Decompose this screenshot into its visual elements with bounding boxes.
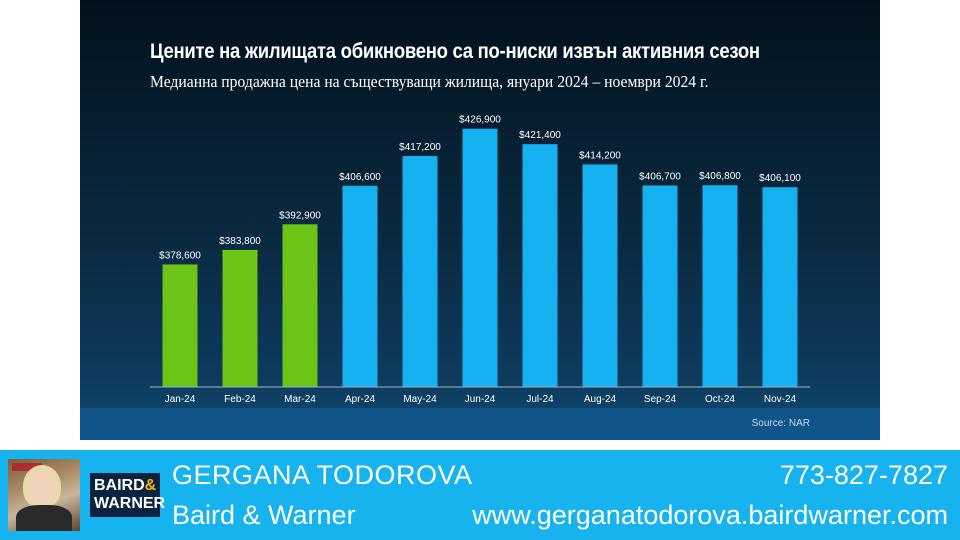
data-label-Sep-24: $406,700 <box>639 171 681 182</box>
baird-warner-logo: BAIRD& WARNER <box>90 473 165 517</box>
bar-Feb-24 <box>222 249 258 387</box>
agent-phone[interactable]: 773-827-7827 <box>779 460 948 490</box>
bar-Jan-24 <box>162 264 198 387</box>
chart-subtitle: Медианна продажна цена на съществуващи ж… <box>150 72 709 91</box>
photo-logo-mark <box>12 463 42 471</box>
agent-website-link[interactable]: www.gerganatodorova.bairdwarner.com <box>472 500 948 530</box>
bar-chart: $378,600 Jan-24 $383,800 Feb-24 $392,900 Mar-… <box>150 115 810 405</box>
x-tick-Oct-24: Oct-24 <box>705 394 735 405</box>
data-label-Jan-24: $378,600 <box>159 250 201 261</box>
x-tick-Nov-24: Nov-24 <box>764 394 797 405</box>
data-label-Jun-24: $426,900 <box>459 115 501 126</box>
data-label-May-24: $417,200 <box>399 142 441 153</box>
chart-title: Цените на жилищата обикновено са по-ниск… <box>150 40 760 63</box>
bar-May-24 <box>402 155 438 387</box>
bar-Jul-24 <box>522 144 558 387</box>
x-tick-Jan-24: Jan-24 <box>165 394 196 405</box>
photo-face <box>28 471 56 505</box>
x-tick-Sep-24: Sep-24 <box>644 394 677 405</box>
x-tick-Apr-24: Apr-24 <box>345 394 375 405</box>
x-tick-Feb-24: Feb-24 <box>224 394 256 405</box>
bar-Apr-24 <box>342 185 378 387</box>
logo-ampersand: & <box>144 477 157 494</box>
x-tick-Mar-24: Mar-24 <box>284 394 316 405</box>
bar-Aug-24 <box>582 164 618 387</box>
agent-name: GERGANA TODOROVA <box>172 460 473 490</box>
bar-Sep-24 <box>642 185 678 387</box>
data-label-Feb-24: $383,800 <box>219 236 261 247</box>
agent-banner: BAIRD& WARNER GERGANA TODOROVA Baird & W… <box>0 450 960 540</box>
agent-company: Baird & Warner <box>172 500 356 530</box>
slide-footer-band <box>80 408 880 440</box>
x-tick-Aug-24: Aug-24 <box>584 394 617 405</box>
chart-slide: Цените на жилищата обикновено са по-ниск… <box>80 0 880 440</box>
data-label-Oct-24: $406,800 <box>699 171 741 182</box>
photo-body <box>16 505 72 531</box>
chart-source: Source: NAR <box>751 418 810 429</box>
data-label-Mar-24: $392,900 <box>279 210 321 221</box>
bar-Oct-24 <box>702 185 738 387</box>
agent-photo <box>8 459 80 531</box>
x-tick-May-24: May-24 <box>403 394 437 405</box>
data-label-Nov-24: $406,100 <box>759 173 801 184</box>
logo-line1: BAIRD <box>94 477 145 494</box>
x-tick-Jun-24: Jun-24 <box>465 394 496 405</box>
data-label-Jul-24: $421,400 <box>519 130 561 141</box>
x-tick-Jul-24: Jul-24 <box>526 394 554 405</box>
data-label-Aug-24: $414,200 <box>579 150 621 161</box>
data-label-Apr-24: $406,600 <box>339 172 381 183</box>
bar-Jun-24 <box>462 128 498 387</box>
logo-line2: WARNER <box>94 495 166 512</box>
bar-Mar-24 <box>282 224 318 387</box>
bar-Nov-24 <box>762 187 798 387</box>
